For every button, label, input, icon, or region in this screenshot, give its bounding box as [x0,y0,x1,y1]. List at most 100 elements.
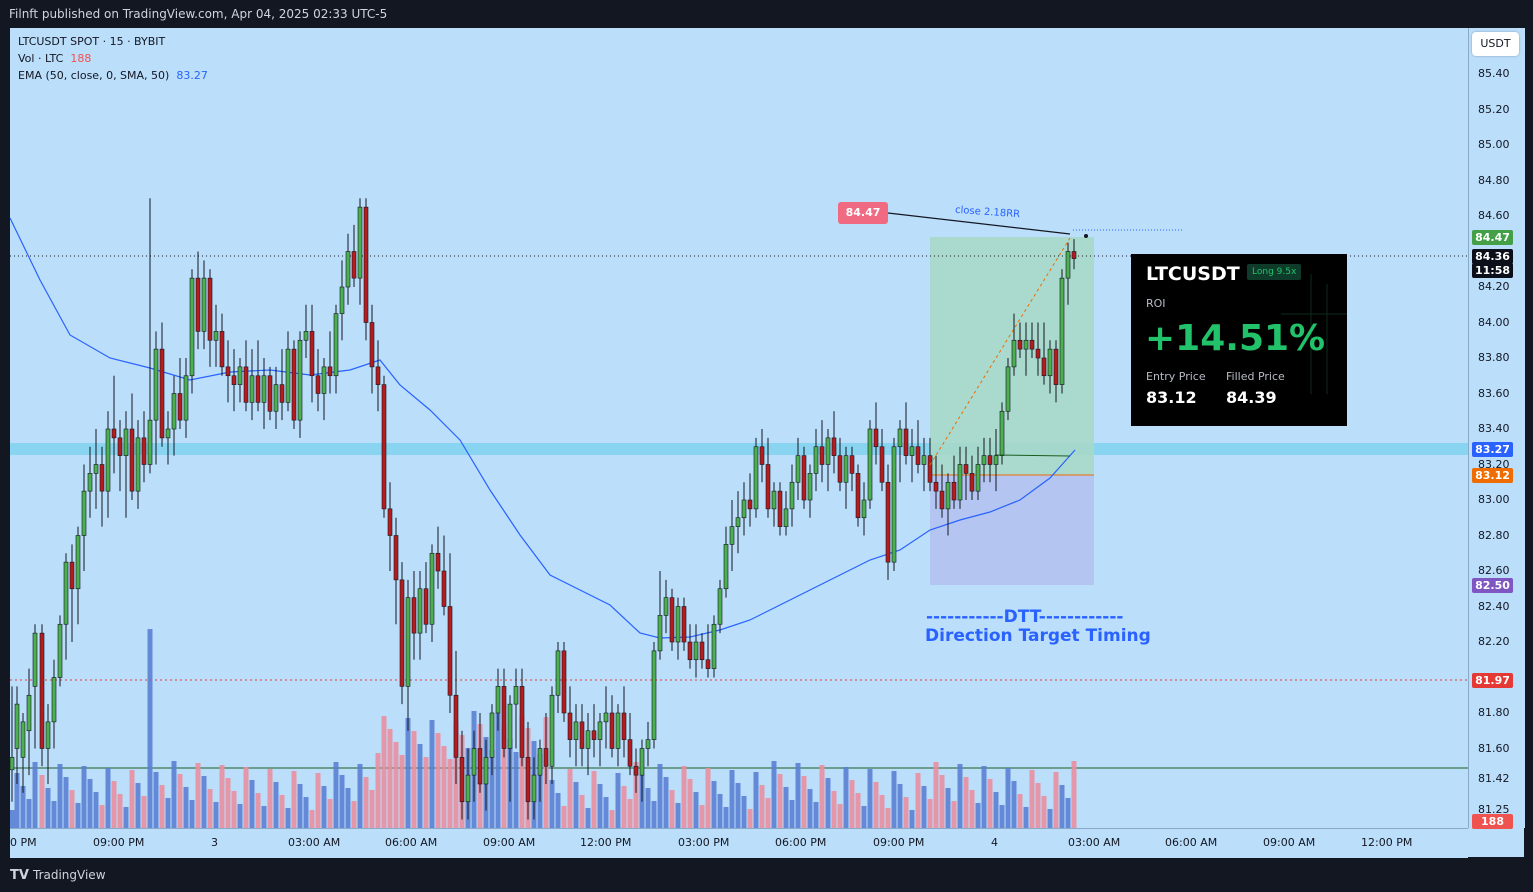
candle-body [465,774,471,803]
volume-bar [123,807,129,828]
roi-card-backdrop [1281,274,1347,394]
time-tick: 09:00 PM [93,836,145,849]
candle-body [1005,366,1011,412]
price-tick: 83.00 [1478,493,1510,506]
price-tag-volume: 188 [1472,814,1513,829]
volume-bar [651,801,657,828]
volume-bar [993,792,999,828]
volume-bar [411,731,417,828]
volume-bar [279,795,285,828]
candle-body [1065,251,1071,279]
candle-body [213,331,219,341]
time-tick: 3 [211,836,218,849]
price-tick: 81.42 [1478,772,1510,785]
candle-body [855,473,861,519]
volume-bar [87,779,93,828]
volume-bar [915,773,921,828]
volume-bar [249,780,255,828]
candle-body [153,348,159,421]
volume-bar [579,795,585,828]
volume-bar [657,764,663,828]
legend-ema: EMA (50, close, 0, SMA, 50) 83.27 [18,69,208,82]
price-tick: 84.60 [1478,209,1510,222]
candle-body [315,375,321,394]
candle-body [123,428,129,456]
ema-support-band [10,443,1468,455]
tradingview-logo-icon[interactable]: 𝗧𝗩 [10,868,29,883]
price-tick: 83.40 [1478,422,1510,435]
volume-bar [567,769,573,828]
candle-body [663,597,669,616]
volume-bar [69,790,75,828]
dtt-caption: Direction Target Timing [925,626,1151,646]
candle-body [783,508,789,527]
candle-body [225,366,231,377]
volume-bar [333,762,339,828]
tradingview-wordmark[interactable]: TradingView [33,868,106,882]
candle-body [429,552,435,625]
volume-bar [26,799,32,828]
candle-body [69,561,75,590]
price-tick: 82.80 [1478,528,1510,542]
chart-frame[interactable] [10,28,1524,857]
volume-bar [225,778,231,828]
volume-bar [75,803,81,828]
volume-bar [423,757,429,828]
volume-bar [753,772,759,828]
volume-bar [357,764,363,828]
candle-body [825,437,831,465]
volume-bar [51,801,57,828]
volume-bar [945,788,951,828]
candle-body [981,455,987,465]
candle-body [1053,348,1059,385]
volume-bar [1041,796,1047,828]
candle-body [975,464,981,492]
candle-body [165,428,171,439]
candle-body [237,366,243,385]
candle-body [507,703,513,749]
volume-bar [549,780,555,828]
candle-body [57,623,63,678]
volume-bar [801,776,807,828]
price-tick: 83.60 [1478,386,1510,400]
volume-bar [741,796,747,828]
volume-bar [117,794,123,828]
candle-body [897,428,903,448]
price-flag[interactable]: 84.47 [838,202,888,224]
price-axis[interactable] [1468,28,1525,828]
candle-body [1023,339,1029,350]
candle-body [26,694,32,732]
volume-bar [975,803,981,828]
position-badge: Long 9.5x [1247,264,1302,280]
time-axis[interactable] [10,828,1468,858]
candle-body [657,615,663,652]
price-tag-ema: 83.27 [1472,442,1513,457]
candlestick-chart[interactable] [10,28,1468,828]
volume-bar [987,779,993,828]
candle-body [303,331,309,341]
volume-bar [135,783,141,828]
candle-body [1059,277,1065,385]
volume-bar [291,771,297,828]
price-tag-last: 84.36 [1472,249,1513,264]
volume-bar [633,762,639,828]
filled-price-value: 84.39 [1226,388,1277,407]
candle-body [363,206,369,323]
candle-body [279,384,285,403]
volume-bar [207,789,213,828]
candle-body [177,393,183,421]
candle-body [765,464,771,510]
volume-bar [153,772,159,828]
volume-bar [747,809,753,828]
candle-body [723,544,729,590]
candle-body [903,428,909,456]
time-tick: 06:00 AM [385,836,438,849]
volume-bar [729,770,735,828]
volume-bar [255,793,261,828]
currency-button[interactable]: USDT [1472,32,1519,56]
candle-body [357,206,363,279]
candle-body [687,641,693,661]
candle-body [1071,251,1077,259]
candle-body [1029,339,1035,350]
candle-body [81,490,87,536]
